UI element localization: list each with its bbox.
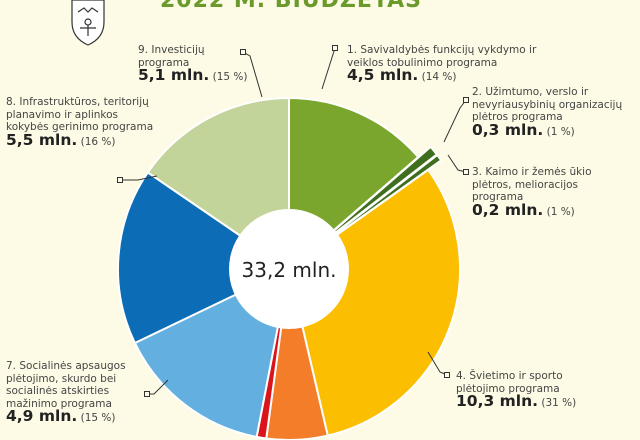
slice-desc: 7. Socialinės apsaugos plėtojimo, skurdo… bbox=[6, 360, 126, 410]
slice-label-3: 3. Kaimo ir žemės ūkio plėtros, meliorac… bbox=[472, 166, 592, 218]
pie-slice-8 bbox=[117, 171, 291, 345]
leader-line-1 bbox=[321, 47, 336, 90]
slice-desc: 2. Užimtumo, verslo ir nevyriausybinių o… bbox=[472, 86, 623, 123]
center-label: 33,2 mln. bbox=[242, 258, 337, 282]
slice-desc: 9. Investicijų programa bbox=[138, 44, 205, 69]
slice-label-8: 8. Infrastruktūros, teritorijų planavimo… bbox=[6, 96, 156, 148]
slice-value: 0,2 mln. bbox=[472, 200, 544, 219]
leader-line-9-marker bbox=[240, 49, 246, 55]
slice-value: 4,5 mln. bbox=[347, 66, 419, 84]
slice-pct: (15 %) bbox=[212, 71, 248, 83]
slice-pct: (14 %) bbox=[421, 71, 457, 83]
leader-line-2 bbox=[443, 99, 467, 143]
slice-desc: 1. Savivaldybės funkcijų vykdymo ir veik… bbox=[347, 44, 537, 69]
leader-line-3-marker bbox=[463, 169, 469, 175]
slice-value: 5,5 mln. bbox=[6, 130, 78, 149]
slice-desc: 3. Kaimo ir žemės ūkio plėtros, meliorac… bbox=[472, 166, 592, 203]
slice-pct: (15 %) bbox=[80, 412, 116, 424]
slice-pct: (16 %) bbox=[80, 135, 116, 148]
slice-value: 10,3 mln. bbox=[456, 392, 539, 410]
slice-label-2: 2. Užimtumo, verslo ir nevyriausybinių o… bbox=[472, 86, 632, 138]
slice-label-1: 1. Savivaldybės funkcijų vykdymo ir veik… bbox=[347, 44, 547, 84]
leader-line-8-marker bbox=[117, 177, 123, 183]
slice-label-7: 7. Socialinės apsaugos plėtojimo, skurdo… bbox=[6, 360, 141, 425]
leader-line-7-marker bbox=[144, 391, 150, 397]
slice-value: 5,1 mln. bbox=[138, 66, 210, 84]
coat-of-arms-icon bbox=[71, 0, 105, 46]
leader-line-4-marker bbox=[444, 372, 450, 378]
leader-line-8 bbox=[120, 175, 158, 181]
slice-label-9: 9. Investicijų programa 5,1 mln. (15 %) bbox=[138, 44, 258, 84]
slice-desc: 4. Švietimo ir sporto plėtojimo programa bbox=[456, 370, 563, 395]
leader-line-2-marker bbox=[463, 97, 469, 103]
leader-line-1-marker bbox=[332, 45, 338, 51]
slice-label-4: 4. Švietimo ir sporto plėtojimo programa… bbox=[456, 370, 596, 410]
slice-value: 0,3 mln. bbox=[472, 120, 544, 139]
slice-pct: (1 %) bbox=[546, 205, 575, 218]
donut-hole bbox=[229, 209, 349, 329]
slice-pct: (31 %) bbox=[541, 397, 577, 409]
pie-slice-4 bbox=[287, 168, 461, 437]
slice-pct: (1 %) bbox=[546, 125, 575, 138]
page-title: 2022 M. BIUDŽETAS bbox=[160, 0, 423, 13]
slice-value: 4,9 mln. bbox=[6, 407, 78, 425]
slice-desc: 8. Infrastruktūros, teritorijų planavimo… bbox=[6, 96, 154, 133]
